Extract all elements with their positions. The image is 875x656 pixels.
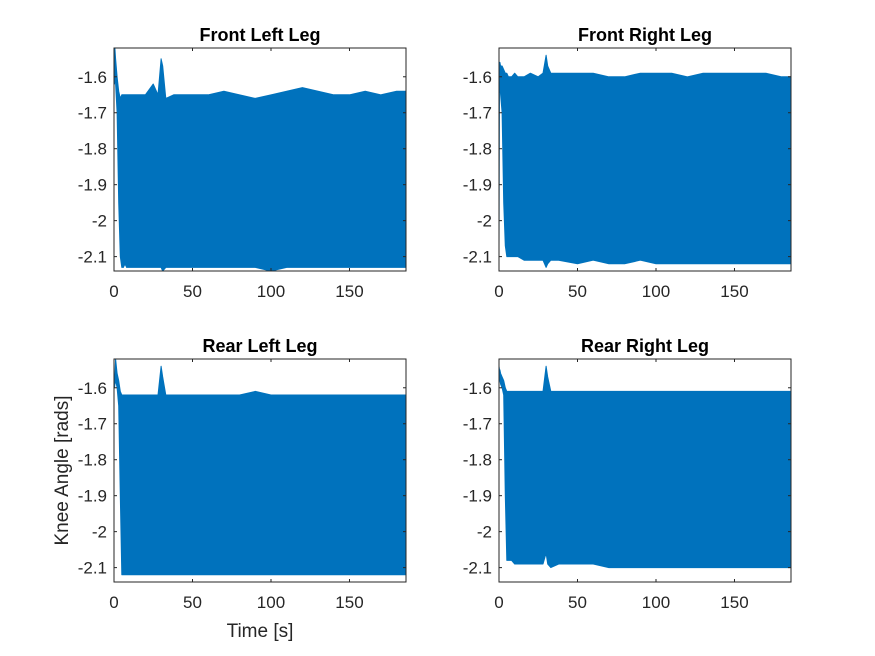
chart-title: Rear Left Leg bbox=[202, 336, 317, 356]
chart-title: Rear Right Leg bbox=[581, 336, 709, 356]
y-tick-label: -1.9 bbox=[463, 176, 492, 195]
panel-rear-right-leg: 0 50 100 150 -1.6 -1.7 -1.8 -1.9 -2 -2.1 Rear Righ… bbox=[463, 336, 792, 612]
x-tick-label: 100 bbox=[257, 282, 285, 301]
y-tick-label: -1.8 bbox=[463, 140, 492, 159]
y-tick-label: -2.1 bbox=[463, 559, 492, 578]
y-tick-label: -2.1 bbox=[78, 559, 107, 578]
x-tick-label: 150 bbox=[720, 593, 748, 612]
y-tick-label: -1.9 bbox=[463, 487, 492, 506]
y-tick-label: -2 bbox=[92, 523, 107, 542]
y-tick-label: -1.6 bbox=[78, 68, 107, 87]
axes-box bbox=[498, 358, 792, 583]
x-tick-label: 50 bbox=[568, 282, 587, 301]
y-tick-label: -1.6 bbox=[463, 379, 492, 398]
y-tick-label: -2 bbox=[477, 212, 492, 231]
axes-box bbox=[498, 47, 792, 272]
panel-rear-left-leg: 0 50 100 150 -1.6 -1.7 -1.8 -1.9 -2 -2.1 Rear Left… bbox=[52, 336, 407, 642]
axes-box bbox=[113, 358, 407, 583]
y-tick-label: -2 bbox=[477, 523, 492, 542]
y-tick-label: -2.1 bbox=[78, 248, 107, 267]
y-tick-label: -1.6 bbox=[463, 68, 492, 87]
y-tick-label: -1.8 bbox=[78, 451, 107, 470]
x-tick-label: 100 bbox=[642, 593, 670, 612]
x-tick-label: 150 bbox=[335, 282, 363, 301]
y-tick-label: -2.1 bbox=[463, 248, 492, 267]
y-tick-label: -1.9 bbox=[78, 176, 107, 195]
panel-front-left-leg: 0 50 100 150 -1.6 -1.7 -1.8 -1.9 -2 -2.1 Front Lef… bbox=[78, 25, 407, 301]
x-tick-label: 150 bbox=[335, 593, 363, 612]
x-tick-label: 0 bbox=[494, 593, 503, 612]
y-tick-label: -1.8 bbox=[78, 140, 107, 159]
x-tick-label: 50 bbox=[183, 593, 202, 612]
chart-title: Front Right Leg bbox=[578, 25, 712, 45]
axes-box bbox=[113, 47, 407, 272]
y-tick-label: -1.7 bbox=[463, 104, 492, 123]
x-tick-label: 50 bbox=[568, 593, 587, 612]
x-tick-label: 0 bbox=[109, 282, 118, 301]
x-tick-label: 0 bbox=[109, 593, 118, 612]
series-line bbox=[498, 54, 792, 268]
y-tick-label: -1.6 bbox=[78, 379, 107, 398]
y-tick-label: -1.7 bbox=[78, 104, 107, 123]
x-tick-label: 50 bbox=[183, 282, 202, 301]
y-axis-label: Knee Angle [rads] bbox=[52, 396, 73, 546]
y-tick-label: -1.7 bbox=[78, 415, 107, 434]
series-line bbox=[498, 365, 792, 569]
x-axis-label: Time [s] bbox=[227, 621, 294, 642]
x-tick-label: 150 bbox=[720, 282, 748, 301]
y-tick-label: -2 bbox=[92, 212, 107, 231]
y-tick-label: -1.9 bbox=[78, 487, 107, 506]
panel-front-right-leg: 0 50 100 150 -1.6 -1.7 -1.8 -1.9 -2 -2.1 Front Rig… bbox=[463, 25, 792, 301]
chart-title: Front Left Leg bbox=[200, 25, 321, 45]
x-tick-label: 100 bbox=[257, 593, 285, 612]
x-tick-label: 0 bbox=[494, 282, 503, 301]
y-tick-label: -1.7 bbox=[463, 415, 492, 434]
y-tick-label: -1.8 bbox=[463, 451, 492, 470]
x-tick-label: 100 bbox=[642, 282, 670, 301]
